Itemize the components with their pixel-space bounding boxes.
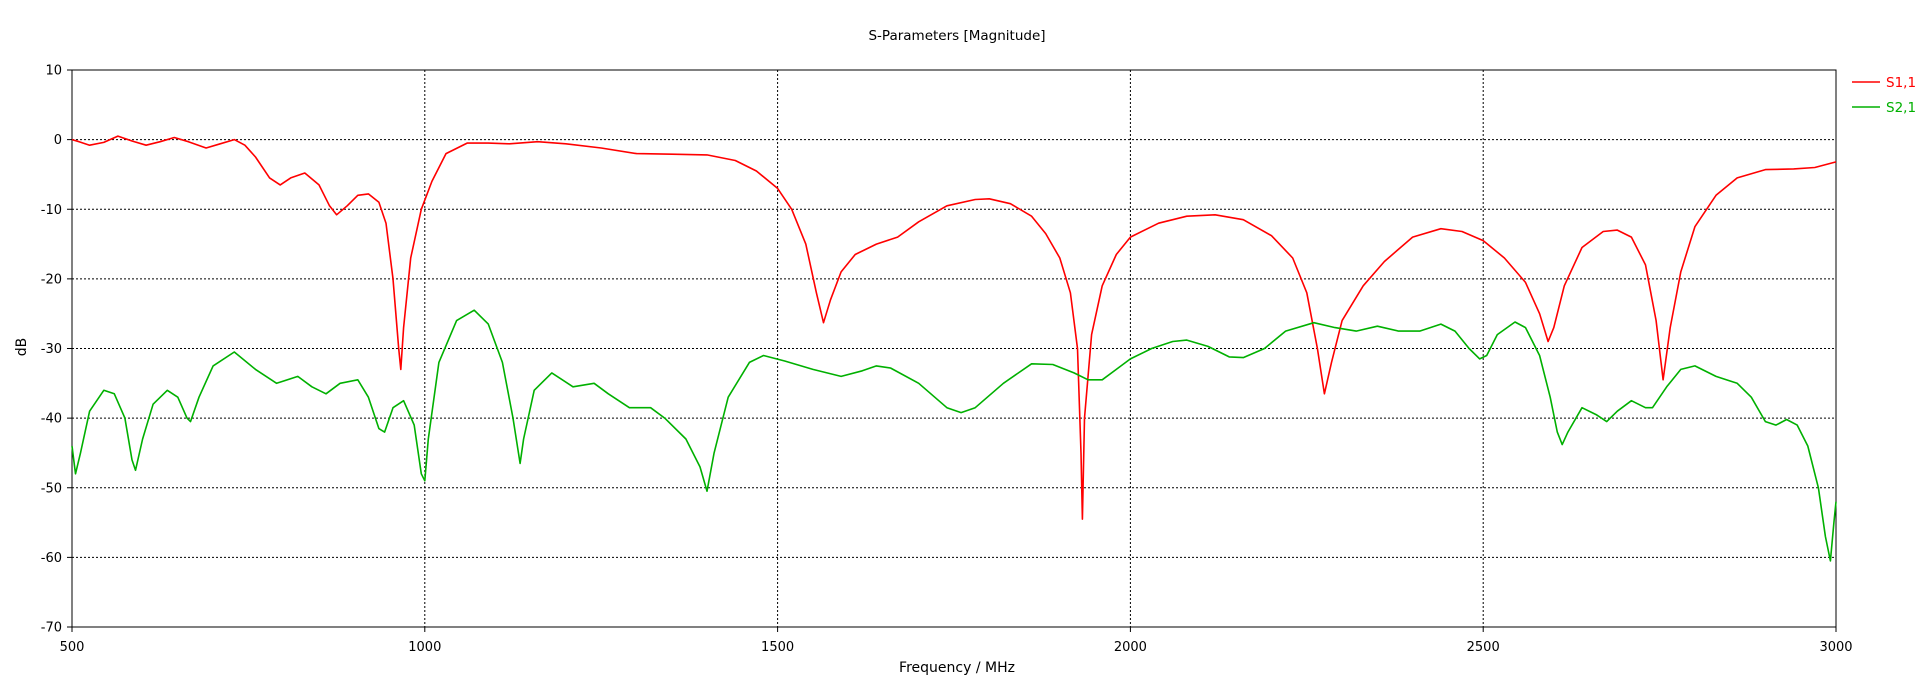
- chart-title: S-Parameters [Magnitude]: [868, 28, 1045, 44]
- y-tick-labels: 10 0 -10 -20 -30 -40 -50 -60 -70: [41, 64, 62, 636]
- y-tick-label: 0: [54, 133, 62, 148]
- series-line-s1-1: [71, 135, 1837, 520]
- y-tick-label: -60: [41, 551, 62, 566]
- y-tick-label: -50: [41, 481, 62, 496]
- series-line-s2-1: [71, 309, 1837, 562]
- y-axis-label: dB: [14, 338, 30, 357]
- y-tick-label: -40: [41, 412, 62, 427]
- y-tick-label: -10: [41, 203, 62, 218]
- x-tick-label: 2000: [1114, 640, 1147, 655]
- x-tick-labels: 500 1000 1500 2000 2500 3000: [60, 640, 1853, 655]
- legend: S1,1 S2,1: [1852, 75, 1916, 116]
- legend-label-s2-1: S2,1: [1886, 100, 1916, 116]
- y-tick-label: -30: [41, 342, 62, 357]
- legend-label-s1-1: S1,1: [1886, 75, 1916, 91]
- y-tick-label: 10: [45, 64, 62, 79]
- series-lines: [71, 135, 1837, 562]
- plot-frame: [71, 69, 1837, 628]
- y-tick-label: -70: [41, 621, 62, 636]
- x-tick-label: 3000: [1819, 640, 1852, 655]
- x-tick-label: 2500: [1467, 640, 1500, 655]
- x-tick-label: 1500: [761, 640, 794, 655]
- y-tick-label: -20: [41, 272, 62, 287]
- x-axis-label: Frequency / MHz: [899, 660, 1015, 676]
- x-tick-label: 500: [60, 640, 85, 655]
- grid: [67, 69, 1837, 632]
- x-tick-label: 1000: [408, 640, 441, 655]
